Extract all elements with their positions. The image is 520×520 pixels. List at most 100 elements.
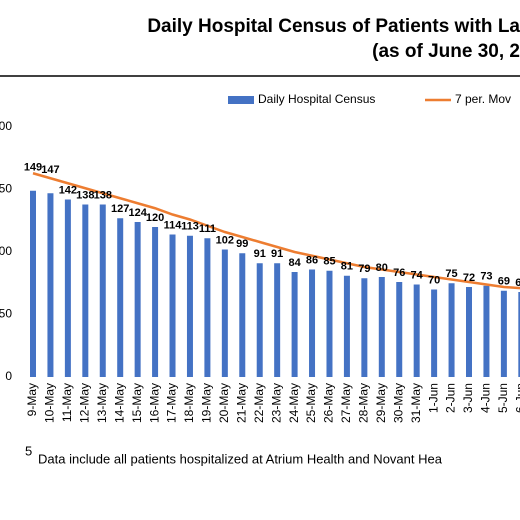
x-tick-label: 10-May [43,383,57,423]
y-tick-label: 100 [0,244,12,258]
bar [30,190,36,377]
x-tick-label: 4-Jun [479,383,493,413]
value-label: 75 [445,268,457,280]
x-tick-label: 22-May [252,383,266,423]
legend-label: 7 per. Mov [455,92,511,106]
bar [117,218,124,377]
value-label: 74 [411,269,424,281]
value-label: 114 [164,219,183,231]
x-tick-label: 1-Jun [426,383,440,413]
bar [483,285,490,377]
y-tick-label: 0 [5,369,12,383]
bar [239,253,246,377]
bar [431,289,438,377]
x-tick-label: 27-May [339,383,353,423]
bar [152,227,159,377]
bar [518,292,520,377]
x-tick-label: 19-May [200,383,214,423]
x-tick-label: 23-May [269,383,283,423]
bar [448,283,455,377]
value-label: 81 [341,261,353,273]
bar [309,269,316,377]
chart-title: Daily Hospital Census of Patients with L… [147,16,520,37]
x-tick-label: 15-May [130,383,144,423]
bar [326,270,333,377]
x-tick-label: 6-Jun [513,383,520,413]
bar [343,275,350,377]
bar [274,263,281,377]
value-label: 69 [498,276,510,288]
y-tick-label: 150 [0,182,12,196]
bar [64,199,71,377]
value-label: 84 [288,257,301,269]
value-label: 120 [146,212,164,224]
bar [256,263,263,377]
bar [204,238,211,377]
bar [47,193,54,377]
value-label: 99 [236,238,248,250]
x-tick-label: 13-May [95,383,109,423]
value-label: 91 [254,248,266,260]
legend-label: Daily Hospital Census [258,92,375,106]
bar [221,249,228,377]
bar [291,272,298,377]
footnote: Data include all patients hospitalized a… [38,451,443,466]
x-tick-label: 28-May [357,383,371,423]
x-tick-label: 31-May [409,383,423,423]
value-label: 73 [480,271,492,283]
chart-subtitle: (as of June 30, 2 [372,41,520,62]
y-tick-label: 50 [0,307,12,321]
x-tick-label: 30-May [391,383,405,423]
x-tick-label: 14-May [112,383,126,423]
x-tick-label: 24-May [287,383,301,423]
x-tick-label: 18-May [182,383,196,423]
value-label: 79 [358,263,370,275]
footnote-marker: 5 [25,443,32,458]
x-tick-label: 11-May [60,383,74,422]
bar [169,234,176,377]
bar [361,278,368,377]
bar [186,235,193,377]
x-tick-label: 9-May [25,383,39,416]
x-tick-label: 3-Jun [461,383,475,413]
value-label: 102 [216,234,234,246]
x-tick-label: 25-May [304,383,318,423]
bar [378,277,385,377]
bar [396,282,403,377]
value-label: 124 [128,207,147,219]
value-label: 111 [199,223,216,235]
value-label: 149 [24,162,42,174]
value-label: 86 [306,254,318,266]
value-label: 91 [271,248,283,260]
legend-swatch [228,96,254,104]
x-tick-label: 12-May [77,383,91,423]
bar [82,204,89,377]
value-label: 85 [323,256,335,268]
x-tick-label: 16-May [147,383,161,423]
value-label: 138 [94,189,112,201]
bar [134,222,141,377]
y-tick-label: 200 [0,119,12,133]
value-label: 80 [376,262,388,274]
bar [413,284,420,377]
bar [500,290,507,377]
x-tick-label: 26-May [322,383,336,423]
value-label: 68 [515,277,520,289]
value-label: 76 [393,267,405,279]
x-tick-label: 21-May [234,383,248,423]
x-tick-label: 20-May [217,383,231,423]
value-label: 147 [41,164,59,176]
moving-average-line [32,172,520,290]
bar [466,287,472,377]
x-tick-label: 2-Jun [444,383,458,413]
value-label: 142 [59,184,77,196]
bar [99,204,106,377]
value-label: 70 [428,274,440,286]
value-label: 127 [111,203,129,215]
value-label: 138 [76,189,94,201]
x-tick-label: 17-May [165,383,179,423]
x-tick-label: 29-May [374,383,388,423]
value-label: 113 [181,221,199,233]
